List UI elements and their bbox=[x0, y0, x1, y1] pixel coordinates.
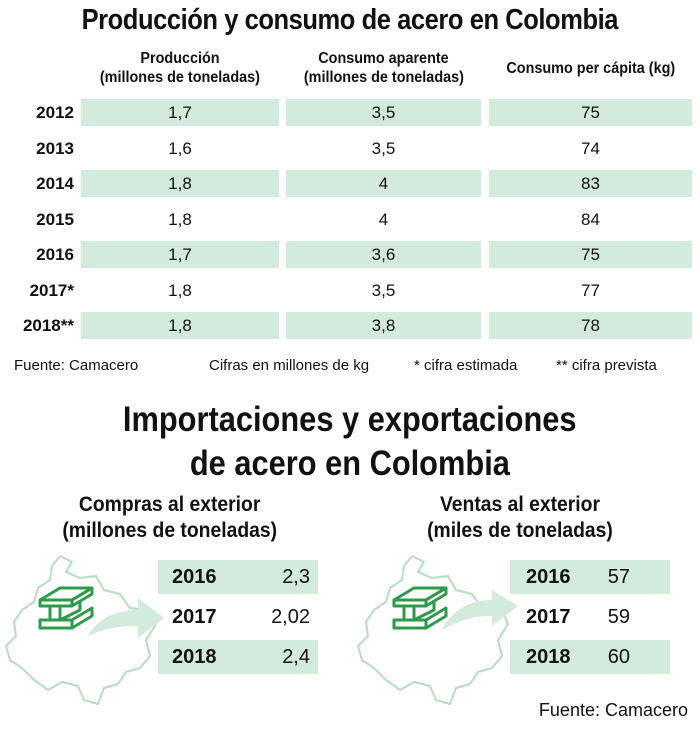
year-label: 2017* bbox=[29, 281, 74, 300]
steel-beam-icon bbox=[38, 586, 94, 630]
table-row: 2013 1,6 3,5 74 bbox=[0, 135, 700, 162]
year-label: 2016 bbox=[36, 245, 74, 264]
exports-row: 2017 59 bbox=[510, 600, 670, 634]
footnote-units: Cifras en millones de kg bbox=[209, 357, 370, 374]
imports-row: 2018 2,4 bbox=[158, 640, 318, 674]
exports-year: 2017 bbox=[526, 606, 571, 628]
cell-produccion: 1,7 bbox=[81, 241, 279, 268]
imports-year: 2018 bbox=[172, 646, 217, 668]
cell-per-capita: 84 bbox=[581, 210, 600, 229]
footnote-forecast: ** cifra prevista bbox=[556, 357, 657, 374]
exports-value: 59 bbox=[607, 606, 630, 628]
cell-consumo: 3,5 bbox=[371, 281, 396, 300]
table-row: 2016 1,7 3,6 75 bbox=[0, 241, 700, 268]
cell-per-capita: 77 bbox=[581, 281, 600, 300]
table-row: 2015 1,8 4 84 bbox=[0, 206, 700, 233]
cell-produccion: 1,8 bbox=[168, 210, 192, 229]
cell-per-capita: 75 bbox=[489, 241, 692, 268]
cell-produccion: 1,7 bbox=[81, 99, 279, 126]
cell-per-capita: 74 bbox=[581, 139, 600, 158]
imports-heading: Compras al exterior (millones de tonelada… bbox=[62, 493, 278, 542]
imports-year: 2017 bbox=[172, 606, 217, 628]
year-label: 2012 bbox=[36, 103, 74, 122]
exports-heading: Ventas al exterior (miles de toneladas) bbox=[427, 493, 613, 542]
section-title-line2: de acero en Colombia bbox=[189, 444, 511, 483]
imports-year: 2016 bbox=[172, 566, 217, 588]
year-label: 2013 bbox=[36, 139, 74, 158]
chart-title: Producción y consumo de acero en Colombi… bbox=[81, 4, 619, 36]
imports-value: 2,4 bbox=[282, 646, 310, 668]
exports-year: 2016 bbox=[526, 566, 571, 588]
colombia-map-icon bbox=[5, 555, 157, 705]
cell-produccion: 1,6 bbox=[168, 139, 192, 158]
table-row: 2014 1,8 4 83 bbox=[0, 170, 700, 197]
cell-consumo: 4 bbox=[286, 170, 481, 197]
exports-year: 2018 bbox=[526, 646, 571, 668]
steel-beam-icon-2 bbox=[392, 586, 448, 630]
imports-value: 2,02 bbox=[271, 606, 310, 628]
exports-value: 60 bbox=[607, 646, 630, 668]
cell-produccion: 1,8 bbox=[168, 281, 192, 300]
cell-consumo: 3,6 bbox=[286, 241, 481, 268]
cell-per-capita: 75 bbox=[489, 99, 692, 126]
column-header-produccion: Producción (millones de toneladas) bbox=[99, 50, 261, 86]
cell-consumo: 3,5 bbox=[286, 99, 481, 126]
year-label: 2014 bbox=[36, 174, 74, 193]
table-row: 2017* 1,8 3,5 77 bbox=[0, 277, 700, 304]
exports-row: 2016 57 bbox=[510, 560, 670, 594]
column-header-per-capita: Consumo per cápita (kg) bbox=[506, 60, 675, 77]
footnote-estimated: * cifra estimada bbox=[414, 357, 518, 374]
source-footer: Fuente: Camacero bbox=[538, 700, 688, 720]
footnote-source: Fuente: Camacero bbox=[14, 357, 139, 374]
imports-row: 2016 2,3 bbox=[158, 560, 318, 594]
colombia-map-icon-2 bbox=[357, 555, 509, 705]
year-label: 2018** bbox=[22, 316, 74, 335]
cell-produccion: 1,8 bbox=[81, 170, 279, 197]
cell-consumo: 3,8 bbox=[286, 312, 481, 339]
cell-per-capita: 78 bbox=[489, 312, 692, 339]
curved-arrow-icon-2 bbox=[442, 590, 518, 630]
cell-produccion: 1,8 bbox=[81, 312, 279, 339]
cell-consumo: 3,5 bbox=[371, 139, 396, 158]
cell-consumo: 4 bbox=[378, 210, 389, 229]
section-title-line1: Importaciones y exportaciones bbox=[123, 400, 577, 439]
cell-per-capita: 83 bbox=[489, 170, 692, 197]
column-header-consumo: Consumo aparente (millones de toneladas) bbox=[303, 50, 464, 86]
year-label: 2015 bbox=[36, 210, 74, 229]
imports-row: 2017 2,02 bbox=[158, 600, 318, 634]
exports-value: 57 bbox=[607, 566, 630, 588]
imports-value: 2,3 bbox=[282, 566, 310, 588]
curved-arrow-icon bbox=[88, 598, 164, 638]
table-row: 2012 1,7 3,5 75 bbox=[0, 99, 700, 126]
exports-row: 2018 60 bbox=[510, 640, 670, 674]
table-row: 2018** 1,8 3,8 78 bbox=[0, 312, 700, 339]
